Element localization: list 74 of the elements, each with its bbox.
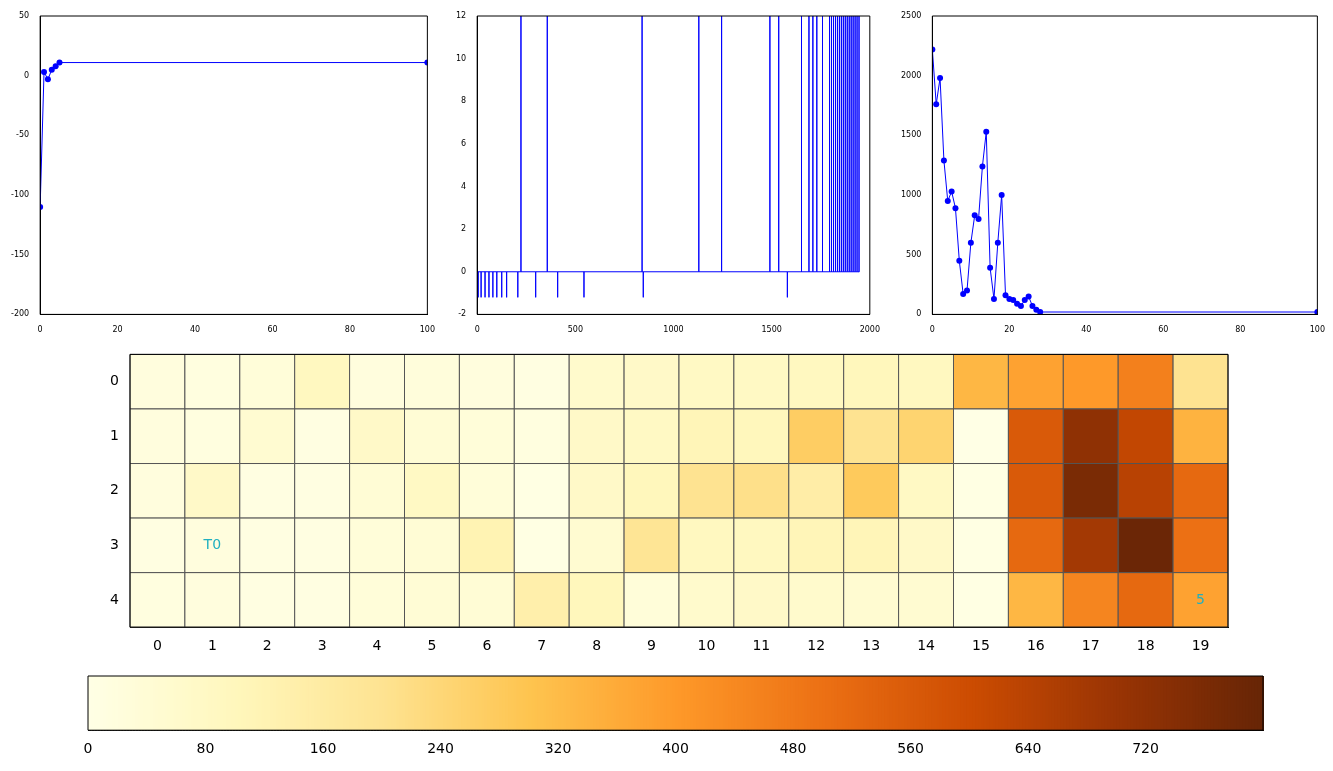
x-tick-label: 12 — [807, 637, 826, 654]
x-tick-label: 1500 — [761, 325, 782, 335]
color-bar-label: 640 — [1014, 740, 1042, 757]
y-tick-label: -50 — [16, 130, 30, 140]
x-tick-label: 16 — [1026, 637, 1045, 654]
x-tick-label: 7 — [537, 637, 547, 654]
x-tick-label: 5 — [427, 637, 437, 654]
annotation: T0 — [202, 536, 222, 552]
x-tick-label: 20 — [112, 325, 123, 335]
x-tick-label: 0 — [929, 325, 935, 335]
x-tick-label: 17 — [1081, 637, 1100, 654]
x-tick-label: 100 — [1309, 325, 1326, 335]
x-tick-label: 0 — [37, 325, 43, 335]
x-tick-label: 20 — [1004, 325, 1015, 335]
y-tick-label: 8 — [461, 96, 467, 106]
x-tick-label: 4 — [372, 637, 382, 654]
y-tick-label: 6 — [461, 138, 467, 148]
color-bar-label: 320 — [544, 740, 572, 757]
y-tick-label: -100 — [11, 190, 30, 200]
x-tick-label: 80 — [344, 325, 356, 335]
y-tick-label: -150 — [11, 249, 30, 259]
x-tick-label: 18 — [1136, 637, 1155, 654]
y-tick-label: -2 — [458, 309, 467, 319]
color-bar-label: 160 — [309, 740, 337, 757]
color-bar-label: 480 — [779, 740, 807, 757]
y-tick-label: 1000 — [901, 190, 922, 200]
annotation: 5 — [1196, 590, 1206, 607]
x-tick-label: 1000 — [663, 325, 684, 335]
y-tick-label: 4 — [110, 590, 120, 607]
x-tick-label: 60 — [1158, 325, 1169, 335]
x-tick-label: 15 — [972, 637, 990, 654]
x-tick-label: 3 — [317, 637, 327, 654]
x-tick-label: 500 — [567, 325, 583, 335]
x-tick-label: 13 — [862, 637, 881, 654]
x-tick-label: 40 — [189, 325, 201, 335]
x-tick-label: 19 — [1191, 637, 1210, 654]
color-bar-label: 400 — [662, 740, 689, 757]
x-tick-label: 14 — [917, 637, 936, 654]
y-tick-label: 500 — [906, 249, 922, 259]
x-tick-label: 0 — [152, 637, 162, 654]
x-tick-label: 10 — [697, 637, 716, 654]
y-tick-label: 2500 — [901, 11, 922, 21]
x-tick-label: 11 — [752, 637, 771, 654]
y-tick-label: 4 — [461, 181, 467, 191]
x-tick-label: 60 — [267, 325, 278, 335]
x-tick-label: 40 — [1081, 325, 1092, 335]
y-tick-label: 2000 — [901, 70, 922, 80]
color-bar-label: 560 — [897, 740, 924, 757]
x-tick-label: 9 — [647, 637, 657, 654]
y-tick-label: 50 — [18, 11, 30, 21]
y-tick-label: 2 — [110, 481, 119, 498]
color-bar-label: 0 — [83, 740, 93, 757]
x-tick-label: 2 — [262, 637, 272, 654]
y-tick-label: 1500 — [901, 130, 922, 140]
x-tick-label: 8 — [592, 637, 602, 654]
y-tick-label: 2 — [461, 224, 467, 234]
y-tick-label: 12 — [455, 11, 467, 21]
y-tick-label: 0 — [916, 309, 922, 319]
x-tick-label: 100 — [419, 325, 436, 335]
x-tick-label: 80 — [1235, 325, 1246, 335]
y-tick-label: 3 — [110, 536, 119, 552]
y-tick-label: 0 — [24, 70, 30, 80]
y-tick-label: 1 — [110, 426, 119, 443]
y-tick-label: 0 — [461, 266, 467, 276]
color-bar-label: 720 — [1132, 740, 1159, 757]
x-tick-label: 2000 — [859, 325, 880, 335]
x-tick-label: 0 — [474, 325, 480, 335]
color-bar-label: 80 — [196, 740, 215, 757]
color-bar-label: 240 — [427, 740, 454, 757]
y-tick-label: 0 — [110, 372, 119, 389]
x-tick-label: 6 — [482, 637, 492, 654]
x-tick-label: 1 — [207, 637, 217, 654]
y-tick-label: -200 — [11, 309, 30, 319]
y-tick-label: 10 — [455, 53, 467, 63]
